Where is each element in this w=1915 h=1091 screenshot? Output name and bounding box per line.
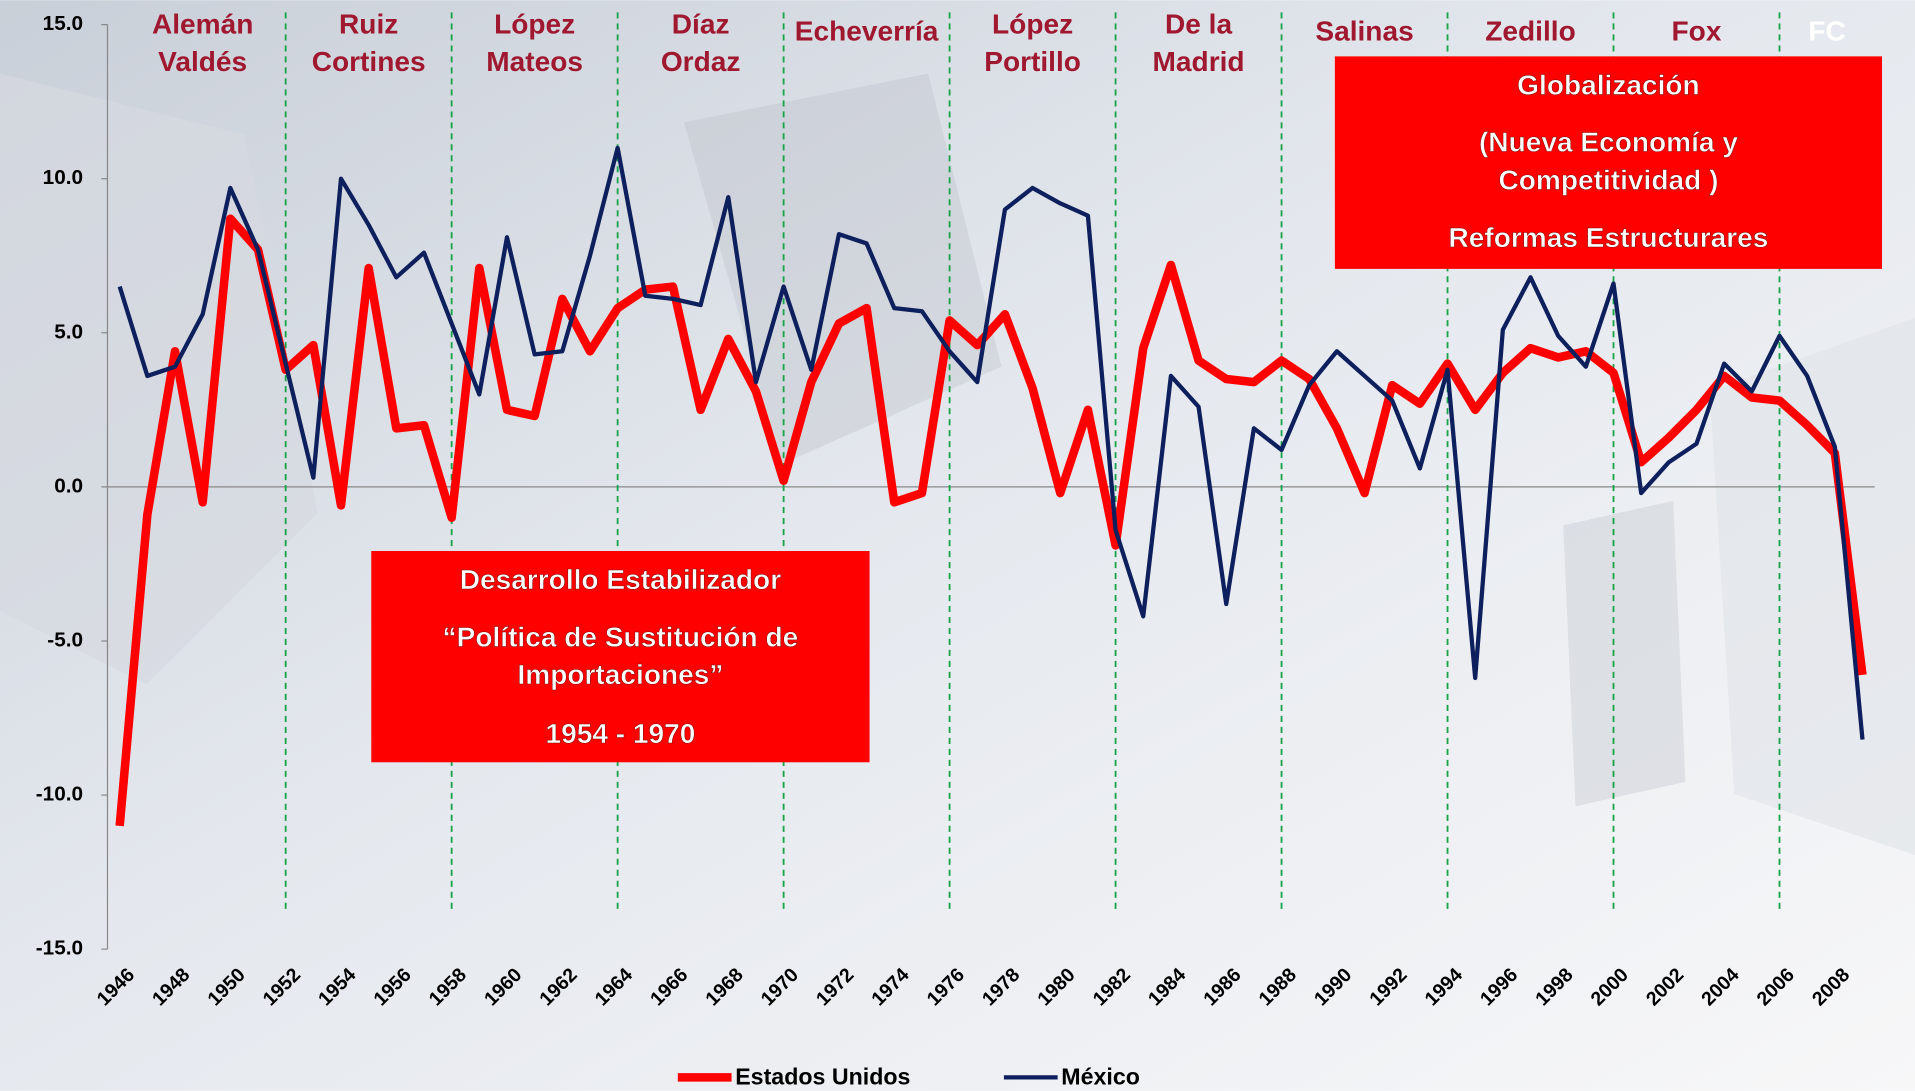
annotation-text: “Política de Sustitución de	[443, 621, 799, 652]
bg-shape	[1563, 500, 1686, 807]
annotation-box	[1334, 56, 1883, 269]
president-label: De la	[1165, 8, 1232, 39]
annotation-text: (Nueva Economía y	[1479, 127, 1738, 158]
bg-shape	[1709, 317, 1915, 856]
y-tick-label: -5.0	[47, 628, 83, 651]
president-label: Cortines	[312, 46, 426, 77]
president-label: Díaz	[672, 8, 730, 39]
president-label: Salinas	[1315, 16, 1413, 47]
president-label: Portillo	[984, 46, 1081, 77]
president-label: Madrid	[1153, 46, 1245, 77]
y-tick-label: 15.0	[43, 12, 83, 35]
y-tick-label: 0.0	[54, 474, 83, 497]
legend-label: Estados Unidos	[735, 1064, 910, 1090]
president-label: López	[494, 8, 575, 39]
bg-shape	[683, 73, 1002, 465]
annotation-text: Desarrollo Estabilizador	[460, 564, 782, 595]
y-tick-label: 10.0	[43, 166, 83, 189]
president-label: Mateos	[486, 46, 583, 77]
president-label: Alemán	[152, 8, 253, 39]
legend-label: México	[1061, 1064, 1140, 1090]
president-label: Fox	[1672, 16, 1722, 47]
president-label: Ruiz	[339, 8, 398, 39]
president-label: Echeverría	[795, 16, 939, 47]
annotation-box	[371, 550, 870, 763]
y-tick-label: 5.0	[54, 320, 83, 343]
annotation-text: Globalización	[1517, 69, 1700, 100]
y-tick-label: -10.0	[36, 783, 83, 806]
president-label: Zedillo	[1485, 16, 1575, 47]
series-line	[117, 145, 1865, 740]
y-tick-label: -15.0	[36, 937, 83, 960]
annotation-text: Importaciones”	[517, 659, 723, 690]
president-label: Ordaz	[661, 46, 741, 77]
president-label: Valdés	[158, 46, 247, 77]
president-label: FC	[1808, 16, 1845, 47]
annotation-text: Reformas Estructurares	[1448, 222, 1768, 253]
annotation-text: Competitividad )	[1498, 165, 1718, 196]
president-label: López	[992, 8, 1073, 39]
annotation-text: 1954 - 1970	[545, 718, 695, 749]
